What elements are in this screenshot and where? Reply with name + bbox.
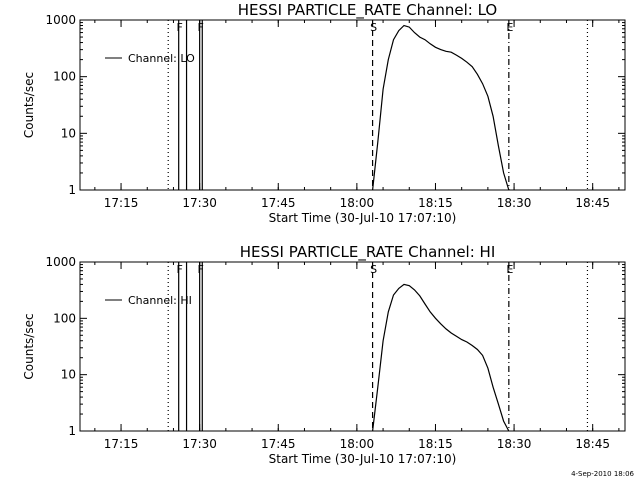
y-axis-label: Counts/sec xyxy=(22,313,36,379)
x-axis-label: Start Time (30-Jul-10 17:07:10) xyxy=(269,452,457,466)
footer-timestamp: 4-Sep-2010 18:06 xyxy=(571,470,634,478)
event-marker-label: S xyxy=(370,263,377,276)
event-marker-label: F xyxy=(177,263,183,276)
x-axis-label: Start Time (30-Jul-10 17:07:10) xyxy=(269,211,457,225)
chart-panel-hi: HESSI PARTICLE_RATE Channel: HI 17:15 17:3… xyxy=(22,243,626,466)
x-tick-label: 18:15 xyxy=(418,437,453,451)
x-tick-label: 17:45 xyxy=(261,437,296,451)
chart-title: HESSI PARTICLE_RATE Channel: HI xyxy=(240,243,496,262)
x-tick-label: 17:45 xyxy=(261,196,296,210)
plot-frame xyxy=(79,261,626,432)
y-tick-label: 10 xyxy=(61,368,76,382)
event-marker-label: E xyxy=(506,21,513,34)
y-axis-label: Counts/sec xyxy=(22,72,36,138)
event-marker-label: E xyxy=(506,263,513,276)
event-marker-label: F xyxy=(197,21,203,34)
x-tick-label: 18:30 xyxy=(497,437,532,451)
event-marker-label: F xyxy=(177,21,183,34)
legend-label: Channel: LO xyxy=(128,52,195,65)
y-tick-label: 1000 xyxy=(45,13,76,27)
x-tick-label: 18:15 xyxy=(418,196,453,210)
chart-panel-lo: HESSI PARTICLE_RATE Channel: LO 17:15 17:3… xyxy=(22,1,626,225)
x-tick-label: 17:30 xyxy=(182,437,217,451)
event-marker-label: S xyxy=(370,21,377,34)
y-tick-label: 10 xyxy=(61,126,76,140)
chart-title: HESSI PARTICLE_RATE Channel: LO xyxy=(238,1,497,20)
x-tick-label: 18:00 xyxy=(340,196,375,210)
x-tick-label: 17:15 xyxy=(104,196,139,210)
x-tick-label: 18:00 xyxy=(340,437,375,451)
x-tick-label: 17:30 xyxy=(182,196,217,210)
x-tick-label: 18:45 xyxy=(575,437,610,451)
x-tick-label: 17:15 xyxy=(104,437,139,451)
y-tick-label: 100 xyxy=(53,311,76,325)
series-line xyxy=(372,24,510,191)
legend-label: Channel: HI xyxy=(128,294,192,307)
y-tick-label: 1 xyxy=(68,424,76,438)
series-line xyxy=(372,283,510,432)
event-marker-label: F xyxy=(197,263,203,276)
y-tick-label: 1000 xyxy=(45,255,76,269)
y-tick-label: 100 xyxy=(53,70,76,84)
x-tick-label: 18:45 xyxy=(575,196,610,210)
x-tick-label: 18:30 xyxy=(497,196,532,210)
y-tick-label: 1 xyxy=(68,183,76,197)
plot-frame xyxy=(79,19,626,191)
